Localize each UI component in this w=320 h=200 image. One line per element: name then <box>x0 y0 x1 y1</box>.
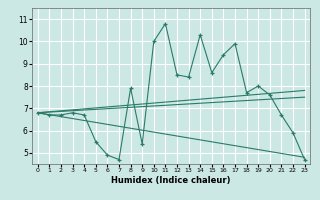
X-axis label: Humidex (Indice chaleur): Humidex (Indice chaleur) <box>111 176 231 185</box>
